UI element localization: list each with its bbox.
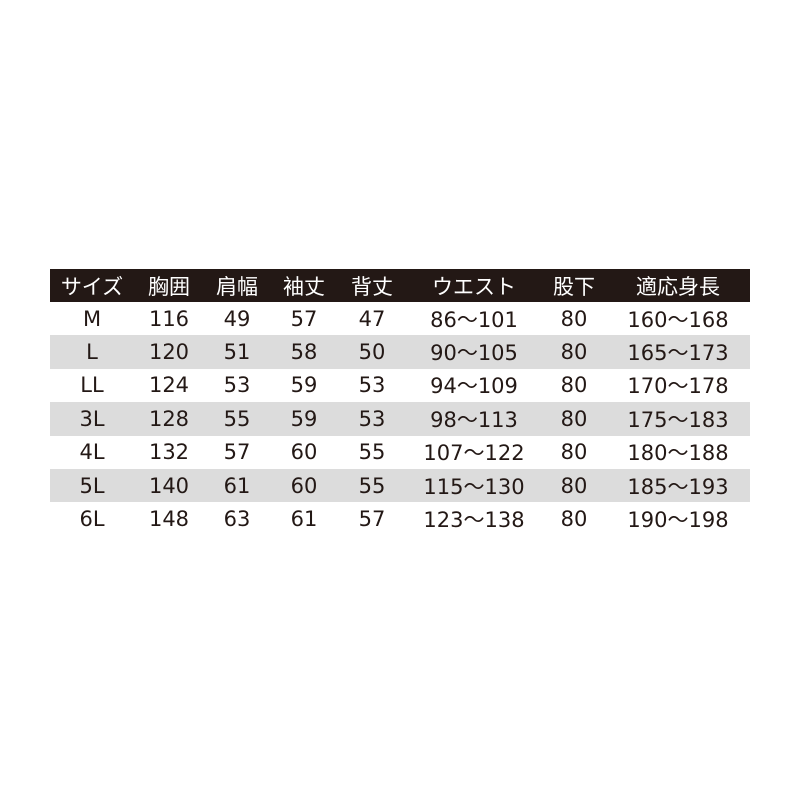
size-label-cell: L (86, 340, 98, 365)
column-header: 袖丈 (283, 274, 325, 299)
table-cell: 132 (148, 440, 190, 465)
table-cell: 57 (223, 440, 251, 465)
size-chart-table: サイズ 胸囲 肩幅 袖丈 背丈 ウエスト 股下 適応身長 M 116 49 57 47 86〜101 80… (50, 269, 750, 536)
table-cell: 60 (290, 473, 318, 498)
table-cell: 124 (148, 373, 190, 398)
table-cell: 80 (560, 340, 588, 365)
table-cell: 55 (358, 440, 386, 465)
table-cell: 61 (290, 507, 318, 532)
table-cell: 55 (223, 406, 251, 431)
table-cell: 80 (560, 473, 588, 498)
table-cell: 59 (290, 373, 318, 398)
column-header: 股下 (553, 274, 595, 299)
column-header: ウエスト (432, 274, 516, 299)
table-cell: 115〜130 (423, 474, 525, 499)
header-row: サイズ 胸囲 肩幅 袖丈 背丈 ウエスト 股下 適応身長 (50, 269, 750, 302)
table-cell: 107〜122 (423, 441, 525, 466)
table-cell: 170〜178 (627, 374, 729, 399)
table-row: 6L 148 63 61 57 123〜138 80 190〜198 (50, 502, 750, 535)
size-label-cell: 4L (79, 440, 105, 465)
table-cell: 51 (223, 340, 251, 365)
table-cell: 80 (560, 373, 588, 398)
table-cell: 53 (358, 373, 386, 398)
table-cell: 49 (223, 306, 251, 331)
table-cell: 123〜138 (423, 508, 525, 533)
column-header: 適応身長 (636, 274, 720, 299)
table-cell: 80 (560, 306, 588, 331)
table-cell: 148 (148, 507, 190, 532)
table-cell: 80 (560, 406, 588, 431)
table-cell: 53 (358, 406, 386, 431)
column-header: 背丈 (351, 274, 393, 299)
table-row: 3L 128 55 59 53 98〜113 80 175〜183 (50, 402, 750, 436)
table-cell: 55 (358, 473, 386, 498)
size-label-cell: 5L (79, 473, 105, 498)
table-cell: 116 (148, 306, 190, 331)
column-header: 肩幅 (216, 274, 258, 299)
table-cell: 63 (223, 507, 251, 532)
table-cell: 120 (148, 340, 190, 365)
table-row: M 116 49 57 47 86〜101 80 160〜168 (50, 302, 750, 335)
table-cell: 57 (358, 507, 386, 532)
table-cell: 94〜109 (430, 374, 518, 399)
table-cell: 57 (290, 306, 318, 331)
size-label-cell: LL (80, 373, 104, 398)
table-cell: 185〜193 (627, 474, 729, 499)
table-cell: 53 (223, 373, 251, 398)
table-cell: 165〜173 (627, 341, 729, 366)
table-row: LL 124 53 59 53 94〜109 80 170〜178 (50, 369, 750, 402)
table-cell: 140 (148, 473, 190, 498)
table-cell: 86〜101 (430, 307, 518, 332)
table-cell: 47 (358, 306, 386, 331)
size-label-cell: M (82, 306, 102, 331)
table-cell: 180〜188 (627, 441, 729, 466)
table-cell: 190〜198 (627, 508, 729, 533)
table-cell: 90〜105 (430, 341, 518, 366)
column-header: 胸囲 (148, 274, 190, 299)
table-row: L 120 51 58 50 90〜105 80 165〜173 (50, 335, 750, 369)
table-cell: 98〜113 (430, 407, 518, 432)
size-label-cell: 3L (79, 406, 105, 431)
table-cell: 160〜168 (627, 307, 729, 332)
table-body: M 116 49 57 47 86〜101 80 160〜168 L 120 51 58 50 90〜10… (50, 302, 750, 536)
table-row: 5L 140 61 60 55 115〜130 80 185〜193 (50, 468, 750, 503)
table-cell: 80 (560, 440, 588, 465)
table-cell: 61 (223, 473, 251, 498)
table-cell: 58 (290, 340, 318, 365)
table-cell: 175〜183 (627, 407, 729, 432)
table-cell: 128 (148, 406, 190, 431)
column-header: サイズ (60, 274, 124, 299)
table-cell: 59 (290, 406, 318, 431)
table-row: 4L 132 57 60 55 107〜122 80 180〜188 (50, 436, 750, 469)
size-label-cell: 6L (79, 507, 105, 532)
table-cell: 80 (560, 507, 588, 532)
table-cell: 60 (290, 440, 318, 465)
table-cell: 50 (358, 340, 386, 365)
